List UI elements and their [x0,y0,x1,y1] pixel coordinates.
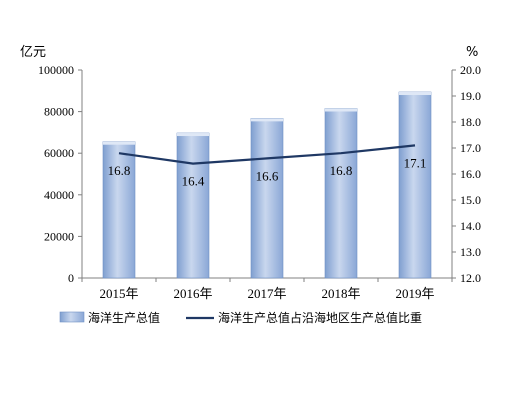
left-tick-label: 80000 [44,105,74,119]
left-tick-label: 40000 [44,188,74,202]
legend-bar-label: 海洋生产总值 [88,310,160,325]
ratio-data-label: 16.8 [108,163,131,178]
left-axis-unit: 亿元 [20,45,46,60]
left-tick-label: 60000 [44,146,74,160]
legend-line-label: 海洋生产总值占沿海地区生产总值比重 [218,310,422,325]
data-labels: 16.8 16.4 16.6 16.8 17.1 [108,155,427,188]
bar [324,108,358,279]
right-tick-label: 12.0 [460,271,481,285]
ratio-line [118,144,416,165]
bar-top-cap [325,108,357,112]
bar-top-cap [103,141,135,145]
bars [102,91,432,279]
ratio-data-label: 16.4 [182,174,205,189]
x-tick-label: 2019年 [395,286,434,301]
right-tick-label: 14.0 [460,219,481,233]
right-tick-label: 15.0 [460,193,481,207]
bar [398,91,432,279]
right-tick-label: 17.0 [460,141,481,155]
legend-bar-swatch [59,311,85,323]
right-tick-label: 16.0 [460,167,481,181]
ratio-data-label: 16.6 [256,168,279,183]
left-tick-label: 20000 [44,229,74,243]
right-axis-unit: % [466,45,478,60]
right-tick-label: 13.0 [460,245,481,259]
ratio-line-series [118,144,416,165]
bar [176,132,210,279]
left-tick-label: 100000 [38,63,74,77]
x-tick-label: 2017年 [247,286,286,301]
axes: 0 20000 40000 60000 80000 100000 12.0 13.0 14.0 1… [20,45,481,301]
right-tick-label: 20.0 [460,63,481,77]
x-tick-label: 2015年 [99,286,138,301]
left-tick-label: 0 [68,271,74,285]
bar-top-cap [177,133,209,137]
legend: 海洋生产总值 海洋生产总值占沿海地区生产总值比重 [59,310,422,325]
right-tick-label: 19.0 [460,89,481,103]
bar [102,141,136,279]
bar [250,118,284,279]
x-tick-label: 2016年 [173,286,212,301]
x-tick-label: 2018年 [321,286,360,301]
bar-top-cap [251,118,283,122]
bar-top-cap [399,92,431,96]
ratio-data-label: 16.8 [330,163,353,178]
ratio-data-label: 17.1 [404,155,427,170]
right-tick-label: 18.0 [460,115,481,129]
